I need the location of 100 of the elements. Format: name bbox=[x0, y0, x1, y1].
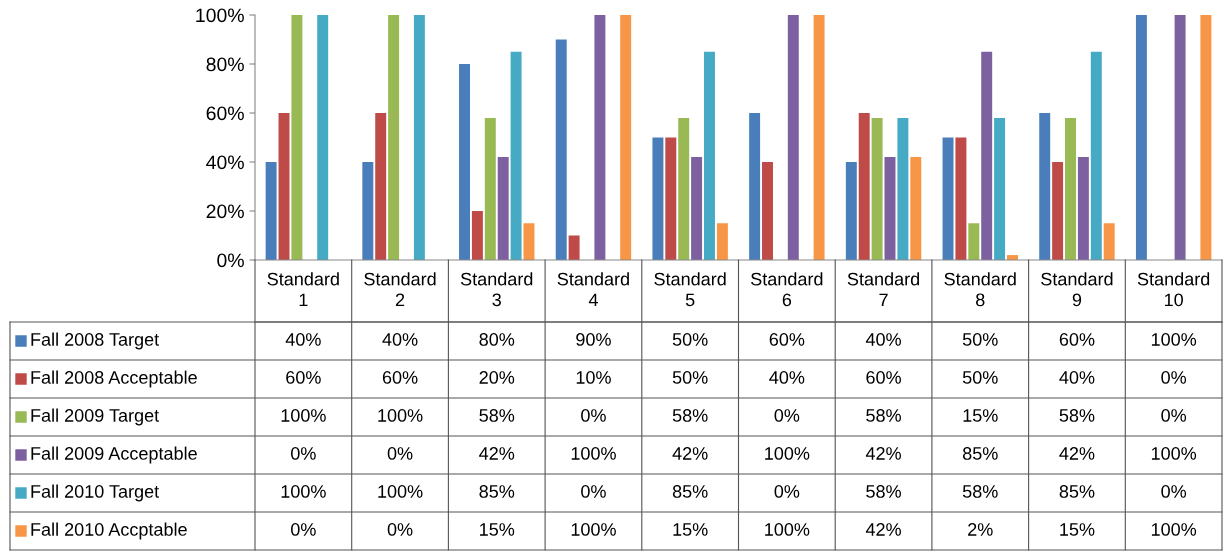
bar bbox=[291, 15, 303, 260]
bar bbox=[362, 162, 374, 260]
data-label: 0% bbox=[1161, 409, 1187, 422]
data-label: 85% bbox=[672, 485, 708, 498]
data-label: 100% bbox=[1151, 447, 1197, 460]
y-tick-label: 20% bbox=[206, 204, 244, 219]
data-label: 50% bbox=[962, 371, 998, 384]
bar bbox=[955, 137, 967, 260]
bar bbox=[568, 235, 580, 260]
bar bbox=[388, 15, 400, 260]
y-tick-label: 100% bbox=[196, 8, 244, 23]
data-label: 58% bbox=[962, 485, 998, 498]
bar bbox=[1174, 15, 1186, 260]
data-label: 40% bbox=[1059, 371, 1095, 384]
data-label: 100% bbox=[1151, 523, 1197, 536]
bar bbox=[704, 51, 715, 260]
bar bbox=[813, 15, 825, 260]
x-tick-label: Standard 7 bbox=[847, 272, 920, 307]
bar bbox=[1052, 162, 1064, 260]
data-label: 42% bbox=[672, 447, 708, 460]
bar bbox=[968, 223, 980, 260]
bar bbox=[555, 39, 567, 260]
bar bbox=[1039, 113, 1051, 260]
bar bbox=[749, 113, 761, 260]
bar bbox=[762, 162, 773, 260]
x-tick-label: Standard 8 bbox=[944, 272, 1016, 307]
data-label: 60% bbox=[286, 371, 321, 384]
x-tick-label: Standard 2 bbox=[364, 272, 436, 307]
data-label: 60% bbox=[382, 371, 418, 384]
data-label: 85% bbox=[1059, 485, 1095, 498]
data-label: 40% bbox=[769, 371, 805, 384]
data-label: 100% bbox=[571, 447, 616, 460]
data-label: 100% bbox=[1151, 333, 1197, 346]
data-label: 60% bbox=[866, 371, 901, 384]
bar bbox=[1065, 117, 1076, 260]
legend-label: Fall 2009 Acceptable bbox=[31, 446, 197, 464]
data-label: 0% bbox=[581, 485, 606, 498]
data-label: 58% bbox=[866, 409, 901, 422]
data-label: 58% bbox=[866, 485, 901, 498]
x-tick-label: Standard 6 bbox=[751, 272, 823, 307]
bar bbox=[1200, 15, 1212, 260]
bar bbox=[691, 157, 703, 260]
data-label: 0% bbox=[774, 485, 800, 498]
bar bbox=[1090, 51, 1102, 260]
bar bbox=[594, 15, 606, 260]
bar bbox=[652, 137, 664, 260]
x-tick-label: Standard 1 bbox=[267, 272, 339, 307]
data-label: 15% bbox=[480, 523, 515, 536]
bar bbox=[459, 64, 470, 260]
data-label: 100% bbox=[378, 409, 423, 422]
data-label: 40% bbox=[382, 333, 418, 346]
bar bbox=[375, 113, 387, 260]
data-label: 15% bbox=[673, 523, 708, 536]
data-label: 0% bbox=[387, 447, 413, 460]
bar bbox=[265, 162, 277, 260]
data-label: 58% bbox=[1059, 409, 1095, 422]
bar bbox=[942, 137, 954, 260]
bar bbox=[484, 117, 496, 260]
bar bbox=[1103, 223, 1115, 260]
data-label: 60% bbox=[1059, 333, 1095, 346]
bar bbox=[981, 51, 993, 260]
data-label: 100% bbox=[765, 447, 810, 460]
bar bbox=[665, 137, 677, 260]
bar bbox=[994, 117, 1006, 260]
data-label: 100% bbox=[281, 485, 326, 498]
bar bbox=[787, 15, 799, 260]
data-label: 50% bbox=[672, 333, 708, 346]
y-tick-label: 60% bbox=[206, 106, 244, 121]
data-label: 15% bbox=[963, 409, 998, 422]
data-label: 42% bbox=[479, 447, 515, 460]
bar bbox=[413, 15, 425, 260]
bar bbox=[897, 117, 909, 260]
bar bbox=[716, 223, 728, 260]
data-label: 50% bbox=[672, 371, 708, 384]
bar bbox=[858, 113, 870, 260]
data-label: 85% bbox=[479, 485, 515, 498]
bar bbox=[620, 15, 632, 260]
bar bbox=[845, 162, 857, 260]
data-label: 0% bbox=[774, 409, 800, 422]
data-label: 85% bbox=[962, 447, 998, 460]
data-label: 100% bbox=[378, 485, 423, 498]
x-tick-label: Standard 5 bbox=[654, 272, 726, 307]
data-label: 0% bbox=[581, 409, 606, 422]
bar bbox=[317, 15, 329, 260]
data-label: 100% bbox=[571, 523, 616, 536]
data-label: 20% bbox=[479, 371, 515, 384]
y-tick-label: 0% bbox=[217, 253, 244, 268]
y-tick-label: 80% bbox=[206, 57, 244, 72]
data-label: 42% bbox=[865, 523, 901, 536]
data-label: 58% bbox=[479, 409, 515, 422]
y-tick-label: 40% bbox=[206, 155, 244, 170]
bar bbox=[871, 117, 883, 260]
x-tick-label: Standard 3 bbox=[460, 272, 533, 307]
legend-label: Fall 2008 Acceptable bbox=[31, 370, 197, 388]
x-tick-label: Standard 9 bbox=[1041, 272, 1113, 307]
bar bbox=[471, 211, 483, 260]
x-tick-label: Standard 4 bbox=[557, 272, 629, 307]
data-label: 0% bbox=[291, 523, 316, 536]
data-label: 100% bbox=[765, 523, 810, 536]
data-label: 60% bbox=[769, 333, 805, 346]
